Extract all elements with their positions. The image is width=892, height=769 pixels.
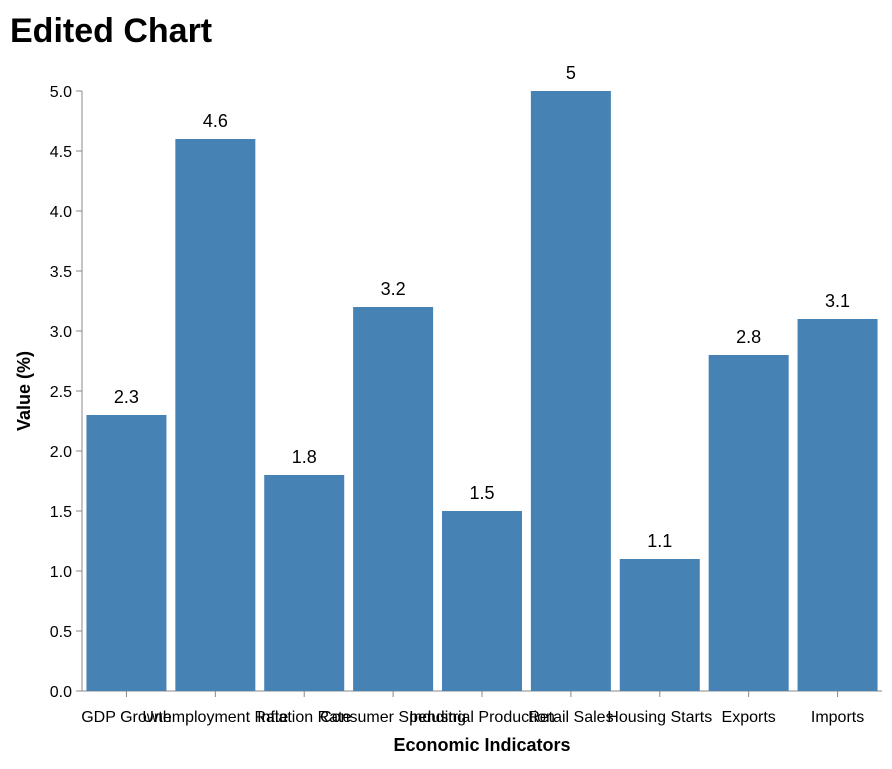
y-tick-label: 0.0 [50,684,72,701]
data-label-housing-starts: 1.1 [647,531,672,551]
x-tick-label-imports: Imports [811,709,864,726]
y-tick-label: 3.0 [50,324,72,341]
data-label-inflation-rate: 1.8 [292,447,317,467]
x-tick-label-consumer-spending: Consumer Spending [320,709,466,726]
data-label-imports: 3.1 [825,291,850,311]
x-tick-label-gdp-growth: GDP Growth [81,709,171,726]
x-tick-label-housing-starts: Housing Starts [607,709,712,726]
y-tick-label: 5.0 [50,84,72,101]
data-label-exports: 2.8 [736,327,761,347]
y-tick-label: 4.5 [50,144,72,161]
y-tick-label: 2.5 [50,384,72,401]
bar-retail-sales [530,91,611,691]
y-axis-title: Value (%) [14,351,34,431]
y-tick-label: 2.0 [50,444,72,461]
bars [86,91,878,691]
bar-exports [708,355,789,691]
bar-imports [797,319,878,691]
bar-unemployment-rate [175,139,256,691]
bar-gdp-growth [86,415,167,691]
y-tick-label: 1.5 [50,504,72,521]
data-label-retail-sales: 5 [566,63,576,83]
data-label-industrial-production: 1.5 [469,483,494,503]
data-label-unemployment-rate: 4.6 [203,111,228,131]
bar-industrial-production [442,511,522,691]
y-tick-label: 0.5 [50,624,72,641]
y-tick-label: 4.0 [50,204,72,221]
x-tick-label-industrial-production: Industrial Production [409,709,555,726]
x-tick-label-exports: Exports [722,709,776,726]
chart-title: Edited Chart [10,12,212,50]
bar-consumer-spending [353,307,434,691]
y-tick-label: 3.5 [50,264,72,281]
y-tick-label: 1.0 [50,564,72,581]
x-tick-label-retail-sales: Retail Sales [528,709,613,726]
data-labels: 2.3 4.6 1.8 3.2 1.5 5 1.1 2.8 3.1 [114,63,850,551]
bar-housing-starts [619,559,700,691]
y-axis: 0.0 0.5 1.0 1.5 2.0 2.5 3.0 3.5 4.0 4.5 5.0 [50,84,83,701]
data-label-consumer-spending: 3.2 [381,279,406,299]
data-label-gdp-growth: 2.3 [114,387,139,407]
bar-inflation-rate [264,475,345,691]
x-axis-title: Economic Indicators [393,735,570,755]
x-tick-label-inflation-rate: Inflation Rate [257,709,351,726]
x-tick-label-unemployment-rate: Unemployment Rate [142,709,288,726]
